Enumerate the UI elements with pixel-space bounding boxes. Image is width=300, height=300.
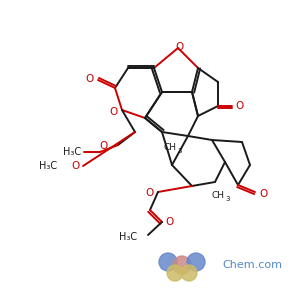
Circle shape (159, 253, 177, 271)
Text: CH: CH (212, 191, 224, 200)
Text: O: O (71, 161, 79, 171)
Text: O: O (176, 42, 184, 52)
Text: O: O (236, 101, 244, 111)
Text: 3: 3 (178, 148, 182, 154)
Text: O: O (86, 74, 94, 84)
Circle shape (181, 265, 197, 281)
Text: H₃C: H₃C (63, 147, 81, 157)
Text: O: O (259, 189, 267, 199)
Text: O: O (146, 188, 154, 198)
Text: O: O (166, 217, 174, 227)
Circle shape (167, 265, 183, 281)
Text: O: O (100, 141, 108, 151)
Text: O: O (109, 107, 117, 117)
Circle shape (173, 256, 191, 274)
Text: H₃C: H₃C (39, 161, 57, 171)
Text: Chem.com: Chem.com (222, 260, 282, 270)
Circle shape (187, 253, 205, 271)
Text: 3: 3 (226, 196, 230, 202)
Text: H₃C: H₃C (119, 232, 137, 242)
Text: CH: CH (164, 143, 176, 152)
